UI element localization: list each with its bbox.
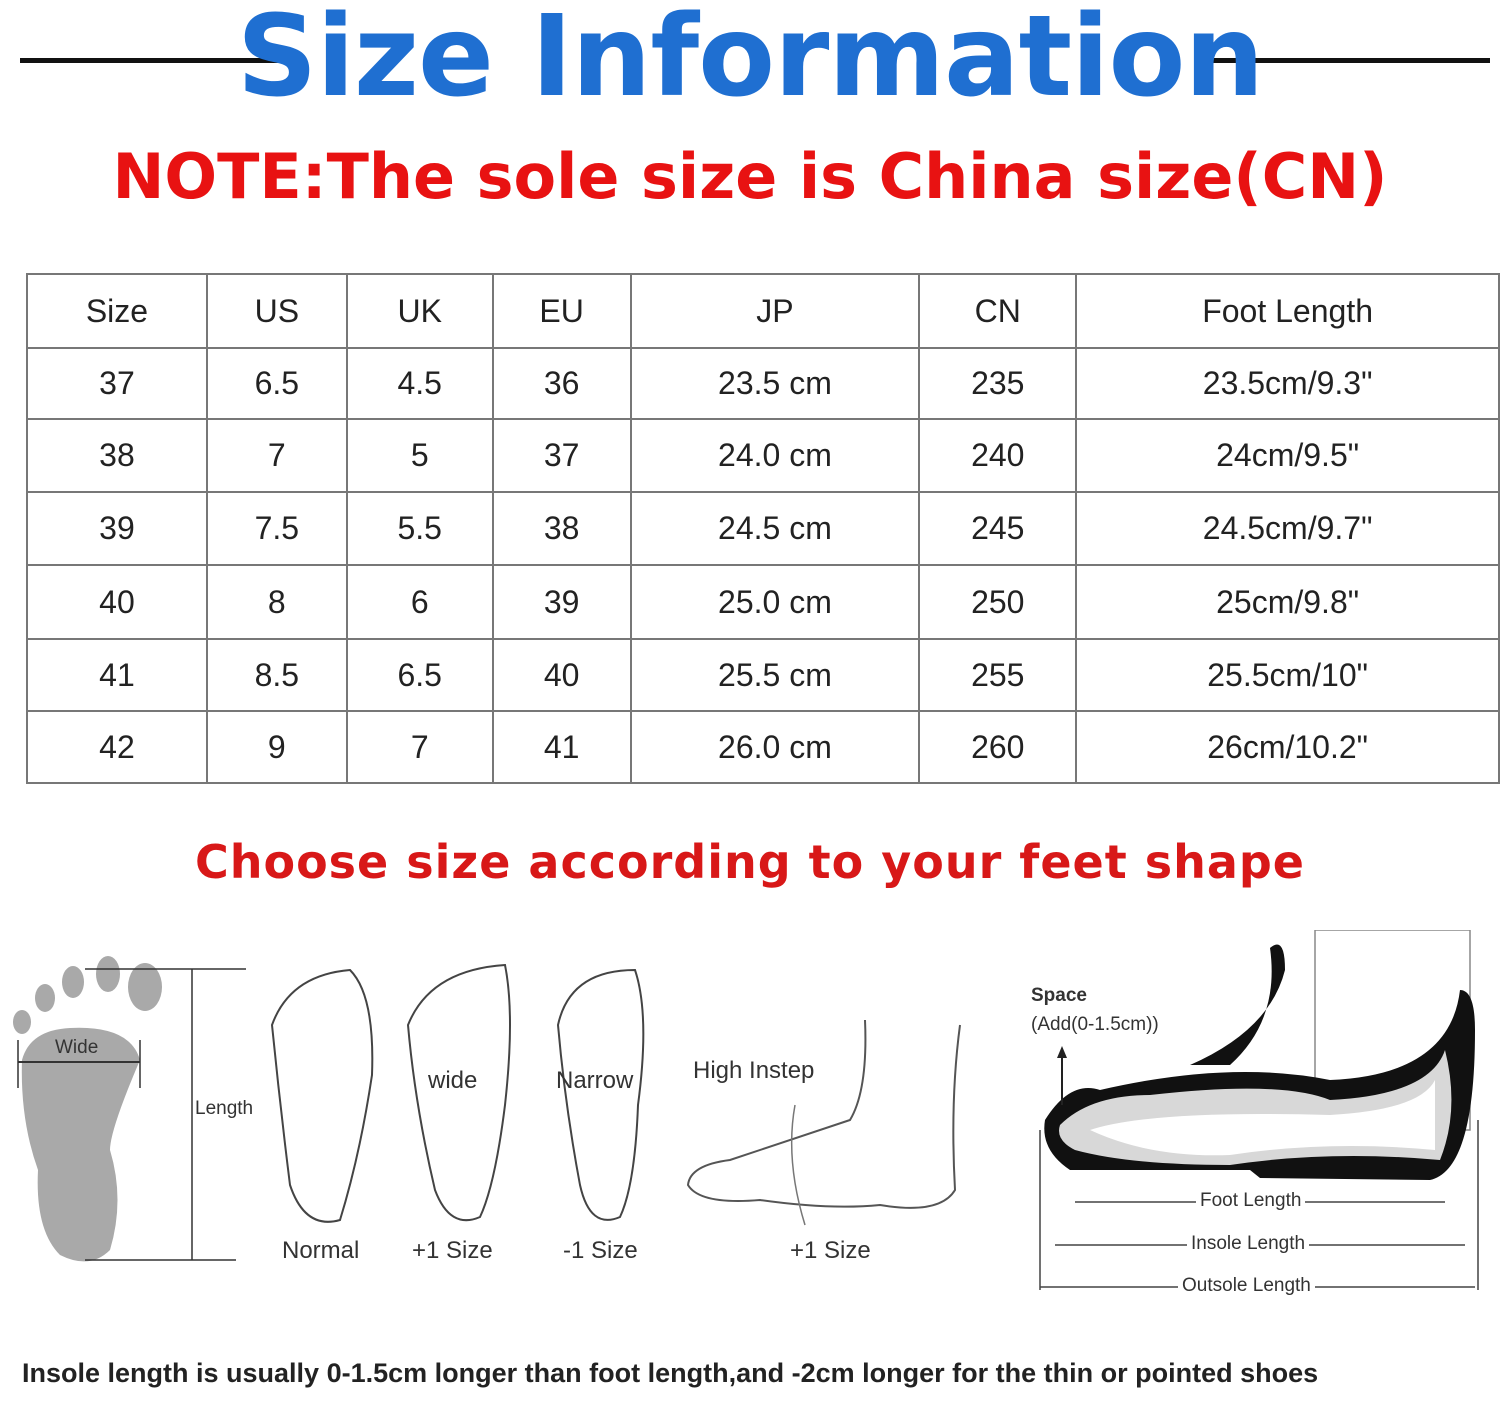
insole-length-label: Insole Length: [1187, 1233, 1310, 1255]
table-cell: 6.5: [205, 347, 348, 420]
table-cell: 38: [26, 418, 208, 493]
footer-note: Insole length is usually 0-1.5cm longer …: [22, 1358, 1319, 1388]
shoe-cross-section: [1039, 930, 1479, 1290]
narrow-foot-label: Narrow: [556, 1067, 634, 1094]
length-label: Length: [195, 1098, 254, 1119]
table-cell: 260: [918, 710, 1078, 784]
table-cell: 4.5: [345, 347, 494, 420]
space-label: Space: [1031, 985, 1087, 1006]
table-cell: 5: [345, 418, 494, 493]
table-cell: 37: [491, 418, 632, 493]
table-cell: 37: [26, 347, 208, 420]
table-cell: 25.0 cm: [629, 564, 921, 640]
table-cell: 6: [345, 564, 494, 640]
column-header: UK: [345, 273, 494, 349]
table-cell: 24cm/9.5": [1075, 418, 1500, 493]
table-cell: 23.5 cm: [629, 347, 921, 420]
high-instep-label: High Instep: [693, 1057, 815, 1084]
table-cell: 38: [491, 491, 632, 566]
table-cell: 40: [26, 564, 208, 640]
table-row: 38 7 5 37 24.0 cm 240 24cm/9.5": [26, 418, 1500, 493]
table-row: 42 9 7 41 26.0 cm 260 26cm/10.2": [26, 710, 1500, 784]
size-note: NOTE:The sole size is China size(CN): [112, 140, 1388, 213]
table-cell: 5.5: [345, 491, 494, 566]
space-add-label: (Add(0-1.5cm)): [1031, 1014, 1159, 1035]
table-cell: 42: [26, 710, 208, 784]
table-cell: 23.5cm/9.3": [1075, 347, 1500, 420]
column-header: CN: [918, 273, 1078, 349]
table-cell: 7.5: [205, 491, 348, 566]
wide-foot-label: wide: [428, 1067, 478, 1094]
table-row: 39 7.5 5.5 38 24.5 cm 245 24.5cm/9.7": [26, 491, 1500, 566]
footprint-illustration: [13, 956, 246, 1262]
column-header: Size: [26, 273, 208, 349]
table-cell: 7: [205, 418, 348, 493]
table-cell: 39: [26, 491, 208, 566]
table-cell: 25.5 cm: [629, 638, 921, 712]
foot-outlines: [270, 963, 645, 1223]
title-rule-left: [20, 58, 298, 63]
high-instep-illustration: [686, 1019, 961, 1226]
guide-title: Choose size according to your feet shape: [194, 835, 1306, 889]
table-cell: 9: [205, 710, 348, 784]
title-rule-right: [1212, 58, 1490, 63]
table-row: 37 6.5 4.5 36 23.5 cm 235 23.5cm/9.3": [26, 347, 1500, 420]
high-instep-size-label: +1 Size: [790, 1237, 871, 1264]
table-cell: 41: [26, 638, 208, 712]
table-cell: 8.5: [205, 638, 348, 712]
table-cell: 40: [491, 638, 632, 712]
column-header: EU: [491, 273, 632, 349]
table-cell: 41: [491, 710, 632, 784]
table-cell: 24.5cm/9.7": [1075, 491, 1500, 566]
table-cell: 36: [491, 347, 632, 420]
table-cell: 8: [205, 564, 348, 640]
outsole-length-label: Outsole Length: [1178, 1275, 1315, 1297]
table-cell: 39: [491, 564, 632, 640]
table-cell: 24.0 cm: [629, 418, 921, 493]
table-cell: 25.5cm/10": [1075, 638, 1500, 712]
normal-label: Normal: [282, 1237, 360, 1264]
table-cell: 26cm/10.2": [1075, 710, 1500, 784]
table-cell: 25cm/9.8": [1075, 564, 1500, 640]
column-header: US: [205, 273, 348, 349]
table-cell: 245: [918, 491, 1078, 566]
table-cell: 6.5: [345, 638, 494, 712]
table-cell: 250: [918, 564, 1078, 640]
table-cell: 255: [918, 638, 1078, 712]
table-cell: 7: [345, 710, 494, 784]
table-cell: 26.0 cm: [629, 710, 921, 784]
foot-length-label: Foot Length: [1196, 1190, 1306, 1212]
size-table: Size US UK EU JP CN Foot Length 37 6.5 4.5 36 23.5 …: [26, 273, 1500, 784]
table-header-row: Size US UK EU JP CN Foot Length: [26, 273, 1500, 349]
table-cell: 240: [918, 418, 1078, 493]
wide-label: Wide: [55, 1037, 99, 1058]
column-header: Foot Length: [1075, 273, 1500, 349]
column-header: JP: [629, 273, 921, 349]
table-row: 41 8.5 6.5 40 25.5 cm 255 25.5cm/10": [26, 638, 1500, 712]
table-cell: 235: [918, 347, 1078, 420]
wide-size-label: +1 Size: [412, 1237, 493, 1264]
table-row: 40 8 6 39 25.0 cm 250 25cm/9.8": [26, 564, 1500, 640]
narrow-size-label: -1 Size: [563, 1237, 638, 1264]
table-cell: 24.5 cm: [629, 491, 921, 566]
page-title: Size Information: [236, 0, 1264, 122]
